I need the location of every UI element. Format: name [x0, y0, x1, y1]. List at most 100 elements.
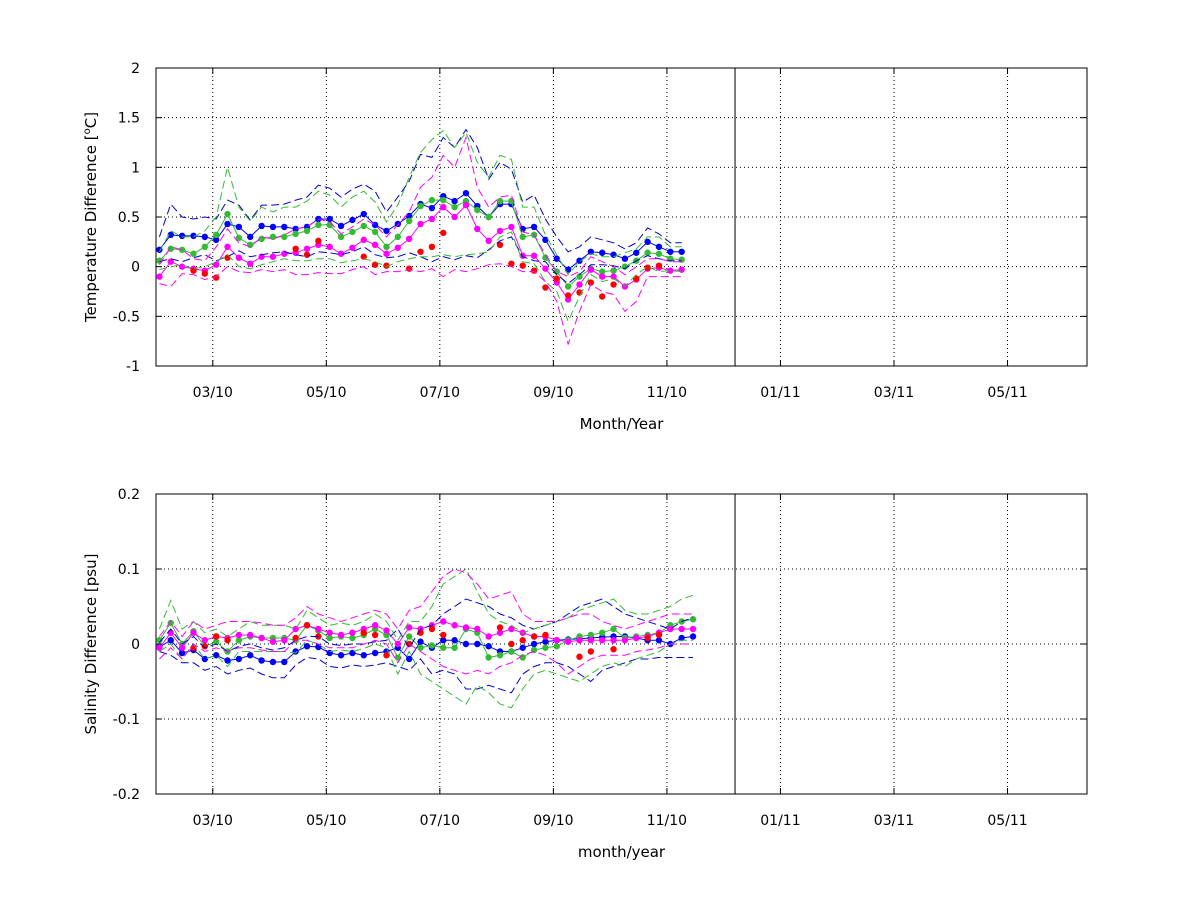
data-point [474, 625, 481, 633]
data-point [212, 261, 220, 268]
series-6 [159, 651, 693, 694]
data-point [621, 255, 629, 262]
data-point [281, 637, 288, 644]
axes-frame [155, 493, 1088, 795]
data-point [315, 625, 322, 633]
data-point [235, 223, 243, 231]
x-tick-label: 03/11 [874, 813, 914, 829]
data-point [542, 254, 549, 261]
data-point [326, 243, 333, 250]
x-tick-label: 03/10 [193, 385, 233, 401]
data-point [303, 251, 311, 258]
data-point [644, 238, 651, 246]
data-point [496, 227, 504, 235]
data-point [167, 258, 174, 265]
y-tick-label: 0.2 [118, 487, 140, 503]
data-point [337, 631, 345, 639]
series-bound-line [159, 639, 693, 675]
data-point [337, 222, 345, 230]
data-point [247, 260, 254, 267]
data-point [610, 637, 617, 644]
series-8 [159, 639, 693, 709]
data-point [440, 203, 447, 211]
data-point [530, 267, 538, 274]
data-point [542, 638, 549, 645]
data-point [428, 204, 436, 212]
data-point [360, 253, 367, 260]
data-point [610, 267, 617, 274]
data-point [247, 631, 254, 639]
data-point [610, 273, 617, 280]
data-point [440, 631, 447, 639]
data-point [178, 649, 186, 657]
data-point [281, 658, 288, 666]
data-point [349, 244, 356, 251]
data-point [235, 655, 243, 663]
series-bound-line [159, 236, 682, 285]
data-point [212, 274, 220, 281]
data-point [371, 622, 379, 629]
data-point [485, 633, 492, 640]
x-tick-label: 11/10 [647, 813, 687, 829]
data-point [178, 644, 186, 651]
series-bound-line [158, 129, 682, 276]
data-point [689, 633, 697, 640]
data-point [644, 249, 651, 256]
data-point [292, 634, 299, 642]
x-tick-label: 05/11 [987, 813, 1027, 829]
data-point [269, 658, 277, 666]
data-point [428, 196, 436, 204]
data-point [281, 223, 288, 231]
data-point [201, 243, 209, 250]
data-point [542, 631, 549, 639]
x-tick-label: 03/10 [193, 813, 233, 829]
data-point [224, 657, 231, 664]
data-point [598, 249, 606, 256]
x-tick-label: 11/10 [647, 385, 687, 401]
series-9 [158, 135, 682, 278]
data-point [587, 248, 595, 255]
data-point [451, 622, 458, 629]
data-point [201, 637, 209, 644]
data-point [542, 644, 549, 651]
y-tick-label: 0.1 [118, 562, 140, 578]
data-point [542, 236, 549, 244]
x-axis-label: Month/Year [580, 415, 665, 433]
data-point [474, 206, 481, 214]
x-tick-label: 01/11 [760, 813, 800, 829]
series-5 [159, 598, 694, 653]
data-point [292, 225, 299, 233]
data-point [508, 640, 515, 648]
data-point [564, 292, 572, 299]
data-point [371, 631, 379, 639]
data-point [360, 236, 367, 244]
data-point [360, 629, 367, 636]
data-point [530, 640, 538, 648]
data-point [337, 250, 345, 257]
data-point [405, 655, 413, 663]
data-point [178, 246, 186, 253]
series-8 [159, 231, 682, 323]
data-point [360, 222, 367, 230]
data-point [235, 234, 243, 242]
data-point [598, 637, 606, 644]
data-point [428, 215, 436, 223]
data-point [553, 643, 560, 650]
data-point [326, 634, 333, 642]
data-point [496, 624, 504, 631]
series-bound-line [159, 231, 682, 323]
y-tick-label: 2 [131, 61, 140, 77]
data-point [667, 267, 674, 274]
data-point [212, 633, 220, 640]
data-point [496, 652, 504, 659]
data-point [553, 255, 560, 262]
data-point [258, 253, 265, 260]
data-point [598, 293, 606, 300]
series-6 [159, 236, 682, 285]
x-tick-label: 01/11 [760, 385, 800, 401]
data-point [269, 223, 277, 231]
data-point [292, 230, 299, 238]
series-2 [156, 196, 685, 290]
data-point [326, 215, 333, 223]
